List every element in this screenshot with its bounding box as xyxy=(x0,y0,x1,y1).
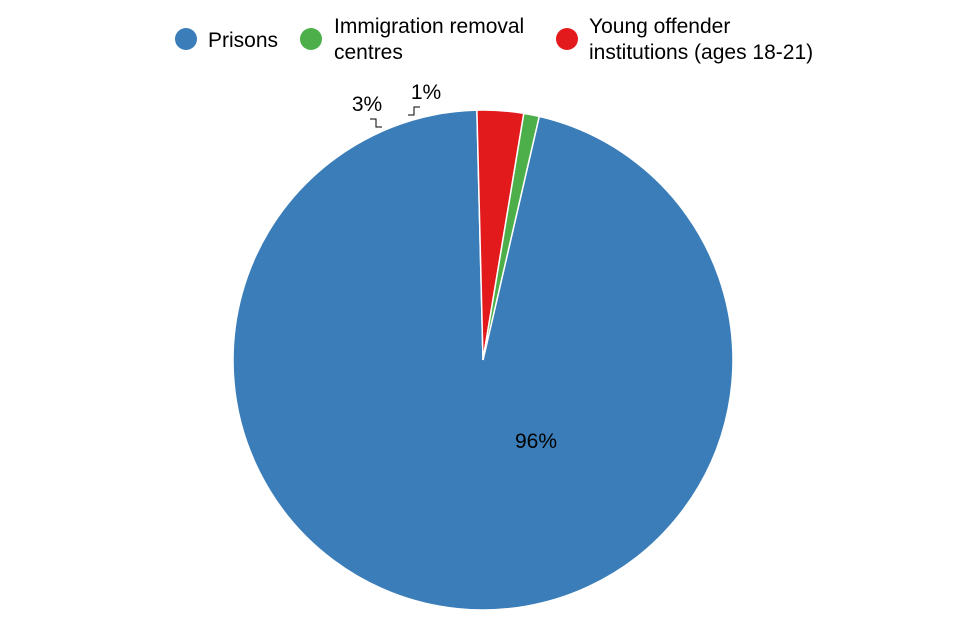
legend-item-3: Young offender institutions (ages 18-21) xyxy=(556,15,813,64)
legend-marker xyxy=(556,28,578,50)
data-label-1: 96% xyxy=(515,430,557,453)
data-labels: 96% 3% 1% xyxy=(352,81,557,453)
legend: Prisons Immigration removal centres Young o… xyxy=(175,15,813,64)
legend-label: institutions (ages 18-21) xyxy=(589,41,813,64)
legend-item-1: Prisons xyxy=(175,28,278,52)
leader-line-2 xyxy=(408,106,420,116)
legend-label: Prisons xyxy=(208,29,278,52)
legend-item-2: Immigration removal centres xyxy=(300,15,524,64)
legend-label: Immigration removal xyxy=(334,15,524,38)
legend-marker xyxy=(175,28,197,50)
legend-marker xyxy=(300,28,322,50)
pie-slice-2 xyxy=(482,112,541,361)
legend-label: centres xyxy=(334,41,403,64)
data-label-3: 3% xyxy=(352,93,382,116)
data-label-2: 1% xyxy=(411,81,441,104)
legend-label: Young offender xyxy=(589,15,730,38)
leader-line-3 xyxy=(370,118,382,128)
pie-slices xyxy=(232,109,734,611)
